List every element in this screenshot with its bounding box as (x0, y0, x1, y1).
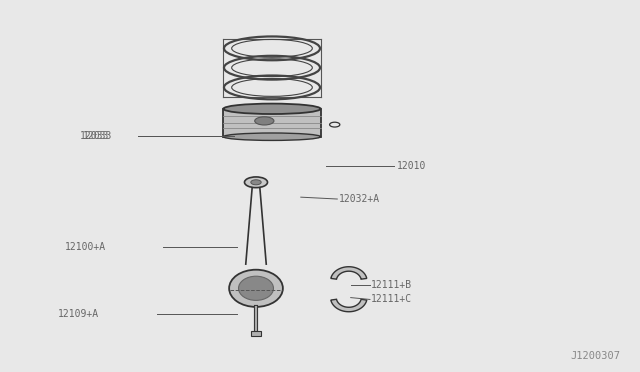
Text: 12111+B: 12111+B (371, 280, 412, 289)
Bar (251, 331, 261, 336)
Text: 12100+A: 12100+A (65, 243, 106, 252)
Ellipse shape (251, 180, 261, 185)
Polygon shape (331, 267, 367, 279)
Text: 12033: 12033 (79, 131, 109, 141)
Polygon shape (331, 299, 367, 312)
Text: 12109+A: 12109+A (58, 310, 99, 319)
Ellipse shape (223, 103, 321, 114)
Ellipse shape (223, 133, 321, 140)
Text: 12032+A: 12032+A (339, 194, 380, 204)
Ellipse shape (255, 117, 274, 125)
Bar (223, 109, 321, 137)
Ellipse shape (229, 270, 283, 307)
Text: 12111+C: 12111+C (371, 295, 412, 304)
Text: J1200307: J1200307 (571, 351, 621, 361)
Ellipse shape (239, 276, 273, 301)
Ellipse shape (244, 177, 268, 187)
Text: 12010: 12010 (397, 161, 426, 170)
Text: 12033: 12033 (83, 131, 112, 141)
